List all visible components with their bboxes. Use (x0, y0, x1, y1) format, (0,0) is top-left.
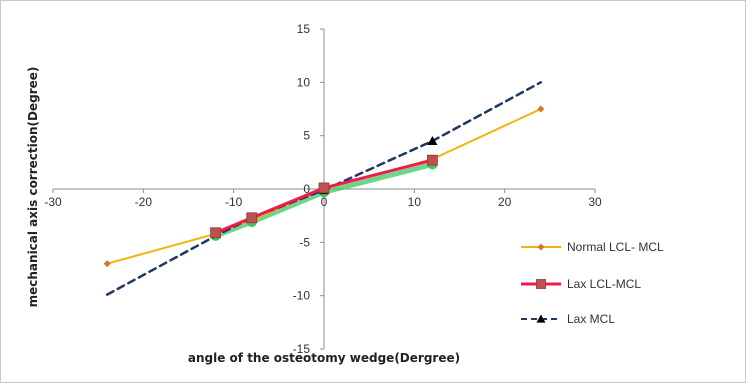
data-point (537, 105, 545, 113)
legend-label: Lax MCL (567, 312, 615, 326)
x-tick-label: -10 (225, 195, 243, 209)
data-point (246, 212, 258, 224)
x-tick-label: 10 (408, 195, 422, 209)
series-lax-lcl-mcl (210, 154, 438, 239)
x-tick-label: -20 (135, 195, 153, 209)
y-axis-title: mechanical axis correction(Degree) (26, 67, 40, 308)
data-point (427, 136, 438, 145)
y-tick-label: 5 (303, 129, 310, 143)
legend-marker (537, 243, 545, 251)
y-tick-label: 15 (297, 22, 311, 36)
data-point (426, 154, 438, 166)
x-tick-label: 30 (588, 195, 602, 209)
tick-labels: -30 -20 -10 0 10 20 30 -15 -10 -5 0 5 10 15 (44, 22, 602, 356)
x-axis-title: angle of the osteotomy wedge(Dergree) (188, 351, 460, 365)
legend-label: Normal LCL- MCL (567, 240, 664, 254)
legend-label: Lax LCL-MCL (567, 277, 641, 291)
legend-marker (536, 314, 546, 323)
y-tick-label: -5 (299, 235, 310, 249)
series-line (105, 81, 543, 296)
legend: Normal LCL- MCL Lax LCL-MCL Lax MCL (521, 240, 664, 326)
data-point (210, 227, 222, 239)
y-tick-label: 10 (297, 75, 311, 89)
y-tick-label: -15 (293, 342, 311, 356)
data-point (318, 182, 330, 194)
series-line (213, 161, 435, 239)
y-tick-label: -10 (293, 289, 311, 303)
x-tick-label: 20 (498, 195, 512, 209)
legend-item: Normal LCL- MCL (521, 240, 664, 254)
legend-item: Lax LCL-MCL (521, 277, 641, 291)
series-group (103, 81, 545, 296)
x-tick-label: 0 (321, 195, 328, 209)
legend-marker (536, 279, 546, 289)
x-tick-label: -30 (44, 195, 62, 209)
series-line (214, 158, 434, 235)
legend-item: Lax MCL (521, 312, 615, 326)
data-point (103, 260, 111, 268)
y-tick-label: 0 (303, 182, 310, 196)
